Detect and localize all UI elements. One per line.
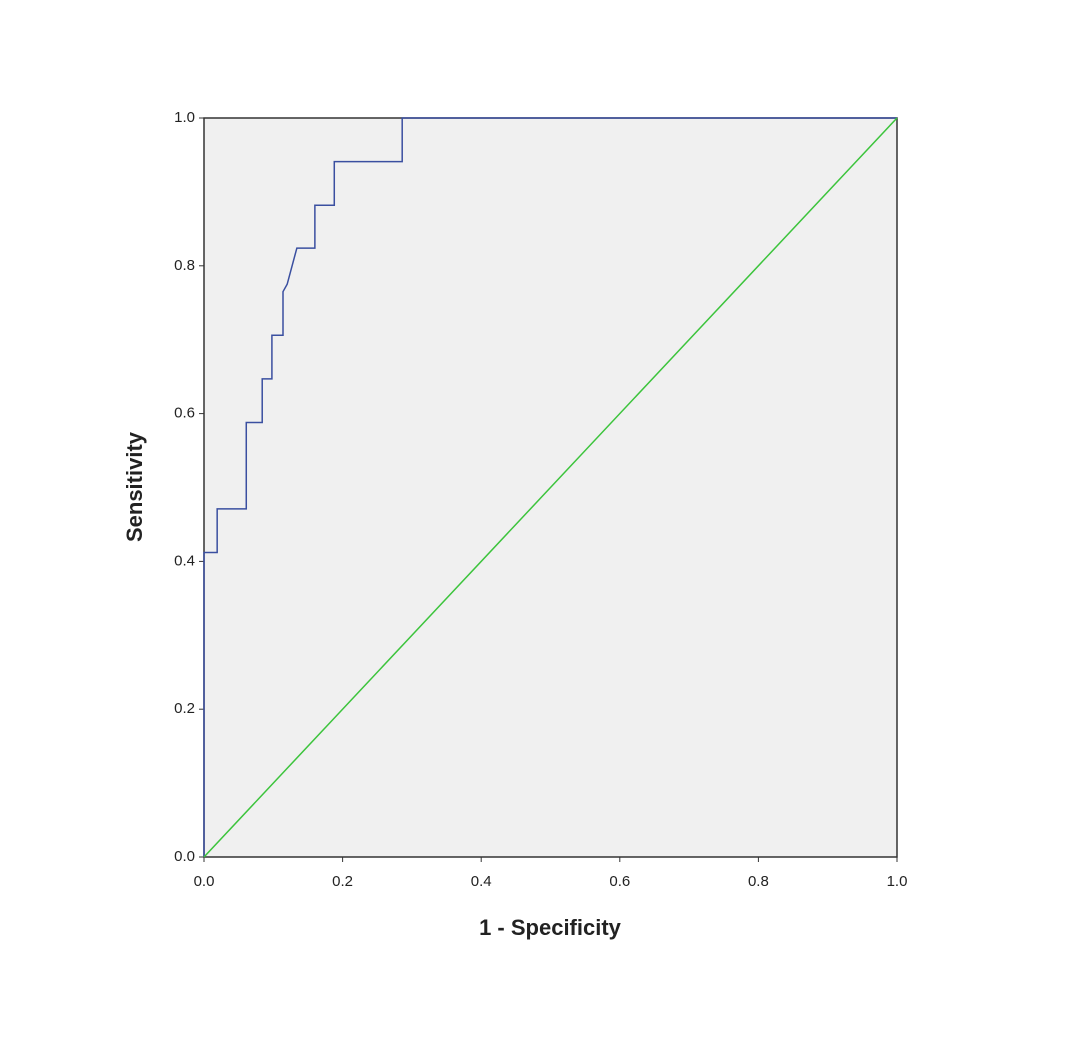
y-tick-label: 0.6	[174, 405, 195, 422]
y-tick-label: 0.2	[174, 700, 195, 717]
x-tick-label: 0.4	[471, 873, 492, 890]
x-tick-label: 0.8	[748, 873, 769, 890]
x-axis-title: 1 - Specificity	[479, 915, 622, 940]
y-tick-label: 0.4	[174, 552, 195, 569]
x-tick-label: 0.0	[194, 873, 215, 890]
x-tick-label: 0.2	[332, 873, 353, 890]
y-tick-label: 0.0	[174, 848, 195, 865]
series-line	[203, 117, 898, 858]
y-tick-label: 0.8	[174, 257, 195, 274]
y-axis-title: Sensitivity	[122, 431, 147, 542]
x-tick-label: 1.0	[887, 873, 908, 890]
y-tick-label: 1.0	[174, 109, 195, 126]
series-line	[203, 117, 897, 857]
x-tick-label: 0.6	[609, 873, 630, 890]
